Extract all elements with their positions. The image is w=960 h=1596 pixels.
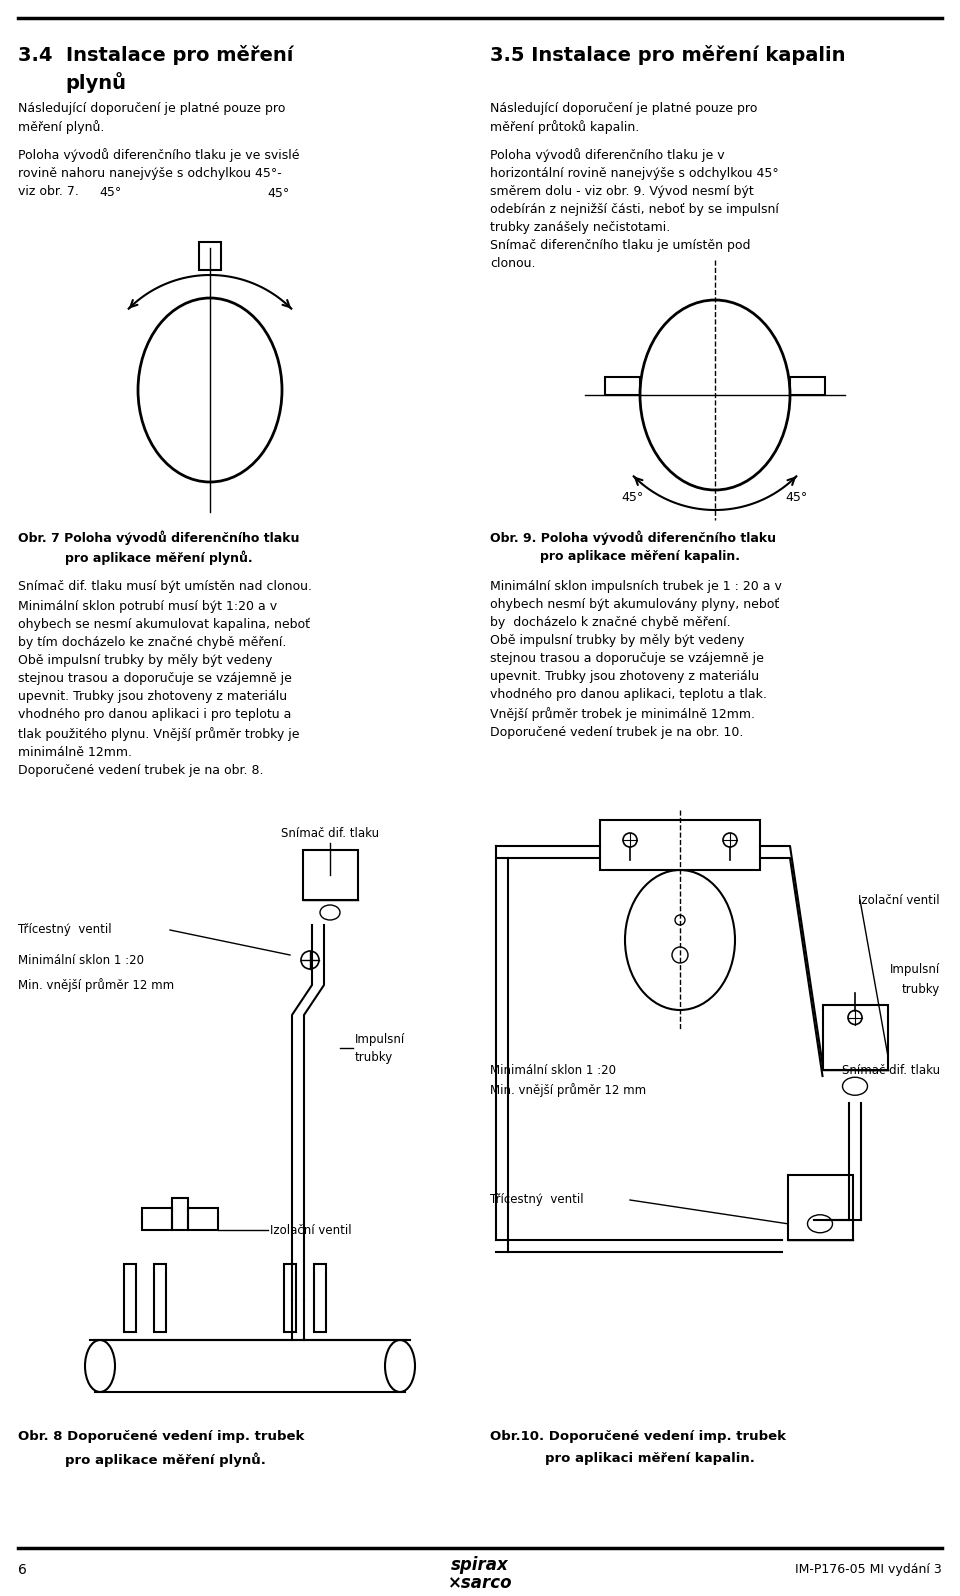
Bar <box>154 1264 166 1333</box>
Text: IM-P176-05 MI vydání 3: IM-P176-05 MI vydání 3 <box>795 1564 942 1577</box>
Text: Min. vnější průměr 12 mm: Min. vnější průměr 12 mm <box>490 1084 646 1096</box>
Bar <box>172 1199 188 1231</box>
Text: Izolační ventil: Izolační ventil <box>270 1224 351 1237</box>
Text: Třícestný  ventil: Třícestný ventil <box>490 1194 584 1207</box>
Text: Poloha vývodů diferenčního tlaku je ve svislé
rovině nahoru nanejvýše s odchylko: Poloha vývodů diferenčního tlaku je ve s… <box>18 148 300 198</box>
Text: Snímač dif. tlaku: Snímač dif. tlaku <box>842 1063 940 1076</box>
Text: Impulsní: Impulsní <box>890 964 940 977</box>
Text: Následující doporučení je platné pouze pro
měření plynů.: Následující doporučení je platné pouze p… <box>18 102 285 134</box>
Text: Izolační ventil: Izolační ventil <box>858 894 940 907</box>
Bar <box>302 851 357 900</box>
Bar <box>605 377 640 394</box>
Text: plynů: plynů <box>65 72 126 93</box>
Bar <box>284 1264 296 1333</box>
Text: Obr. 7 Poloha vývodů diferenčního tlaku: Obr. 7 Poloha vývodů diferenčního tlaku <box>18 530 300 544</box>
Text: Impulsní: Impulsní <box>355 1034 405 1047</box>
Text: pro aplikaci měření kapalin.: pro aplikaci měření kapalin. <box>545 1452 755 1465</box>
Text: 45°: 45° <box>622 492 644 504</box>
Bar <box>787 1175 852 1240</box>
Bar <box>142 1208 172 1231</box>
Bar <box>823 1005 887 1069</box>
Text: spirax: spirax <box>451 1556 509 1574</box>
Text: Třícestný  ventil: Třícestný ventil <box>18 924 111 937</box>
Text: pro aplikace měření plynů.: pro aplikace měření plynů. <box>65 551 252 565</box>
Text: pro aplikace měření kapalin.: pro aplikace měření kapalin. <box>540 551 740 563</box>
Text: Obr. 9. Poloha vývodů diferenčního tlaku: Obr. 9. Poloha vývodů diferenčního tlaku <box>490 530 776 544</box>
Text: 3.4  Instalace pro měření: 3.4 Instalace pro měření <box>18 45 294 65</box>
Text: Poloha vývodů diferenčního tlaku je v
horizontální rovině nanejvýše s odchylkou : Poloha vývodů diferenčního tlaku je v ho… <box>490 148 779 270</box>
Text: 45°: 45° <box>267 187 289 200</box>
Text: pro aplikace měření plynů.: pro aplikace měření plynů. <box>65 1452 266 1467</box>
Text: trubky: trubky <box>901 983 940 996</box>
Text: 6: 6 <box>18 1562 27 1577</box>
Text: Minimální sklon potrubí musí být 1:20 a v
ohybech se nesmí akumulovat kapalina, : Minimální sklon potrubí musí být 1:20 a … <box>18 600 310 777</box>
Text: Obr. 8 Doporučené vedení imp. trubek: Obr. 8 Doporučené vedení imp. trubek <box>18 1430 304 1443</box>
Bar <box>790 377 825 394</box>
Text: 3.5 Instalace pro měření kapalin: 3.5 Instalace pro měření kapalin <box>490 45 846 65</box>
Text: Následující doporučení je platné pouze pro
měření průtoků kapalin.: Následující doporučení je platné pouze p… <box>490 102 757 134</box>
Text: Obr.10. Doporučené vedení imp. trubek: Obr.10. Doporučené vedení imp. trubek <box>490 1430 786 1443</box>
Text: Minimální sklon 1 :20: Minimální sklon 1 :20 <box>18 953 144 967</box>
Bar <box>188 1208 218 1231</box>
Bar <box>199 243 221 270</box>
Bar <box>600 820 760 870</box>
Text: Snímač dif. tlaku: Snímač dif. tlaku <box>281 827 379 839</box>
Text: 45°: 45° <box>99 187 121 200</box>
Bar <box>124 1264 136 1333</box>
Text: Snímač dif. tlaku musí být umístěn nad clonou.: Snímač dif. tlaku musí být umístěn nad c… <box>18 579 312 594</box>
Text: Minimální sklon 1 :20: Minimální sklon 1 :20 <box>490 1063 616 1076</box>
Text: 45°: 45° <box>786 492 808 504</box>
Text: Min. vnější průměr 12 mm: Min. vnější průměr 12 mm <box>18 978 174 993</box>
Bar <box>314 1264 326 1333</box>
Text: Minimální sklon impulsních trubek je 1 : 20 a v
ohybech nesmí být akumulovány pl: Minimální sklon impulsních trubek je 1 :… <box>490 579 781 739</box>
Text: ×sarco: ×sarco <box>447 1574 513 1591</box>
Text: trubky: trubky <box>355 1052 394 1065</box>
